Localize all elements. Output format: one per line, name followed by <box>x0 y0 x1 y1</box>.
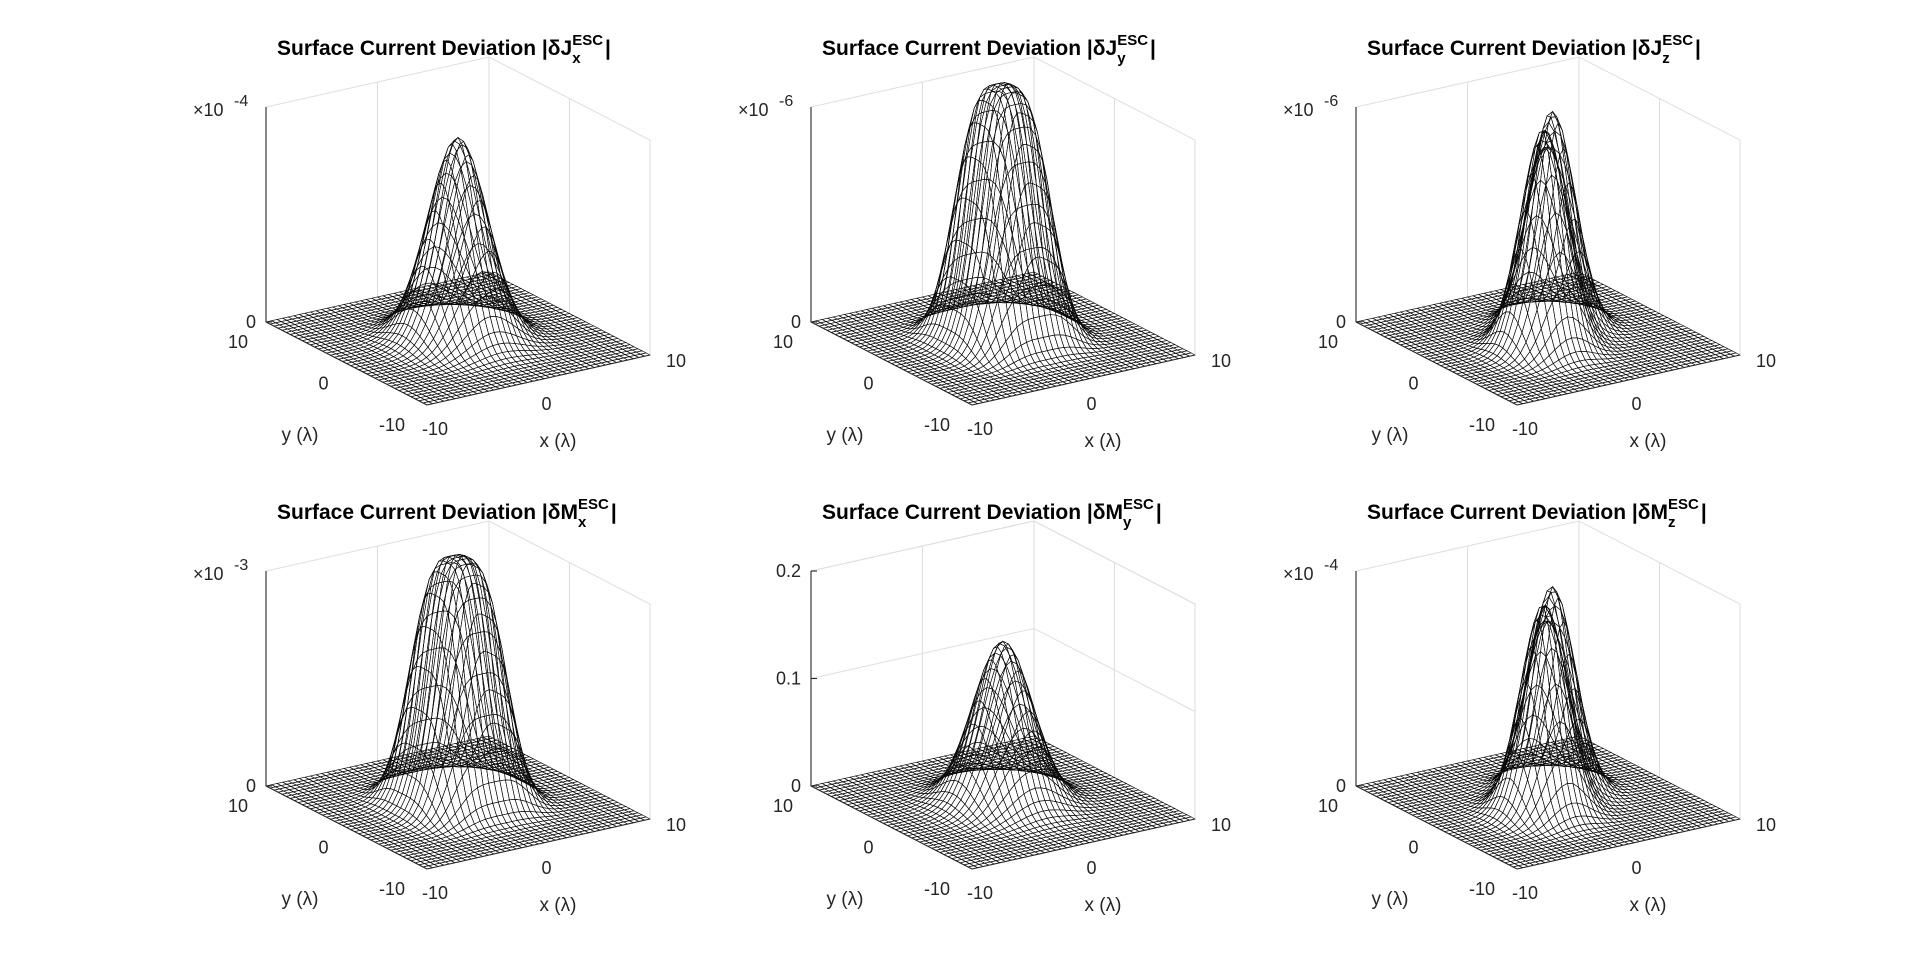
z-tick-label: 0 <box>1336 312 1346 332</box>
title-superscript: ESC <box>1117 32 1148 49</box>
y-axis-label: y (λ) <box>827 425 864 446</box>
surface <box>265 136 651 406</box>
title-suffix: | <box>1695 37 1701 60</box>
x-axis-label: x (λ) <box>540 431 577 452</box>
y-tick-label: 10 <box>1318 332 1338 352</box>
z-exponent-label: ×10 <box>738 100 769 120</box>
title-suffix: | <box>1150 37 1156 60</box>
y-tick-label: 0 <box>1408 374 1418 394</box>
x-axis-label: x (λ) <box>1085 431 1122 452</box>
x-tick-label: 10 <box>1211 351 1231 371</box>
z-exponent-power: -4 <box>234 93 248 110</box>
surface <box>1355 110 1741 406</box>
x-tick-label: 0 <box>541 394 551 414</box>
title-subscript: x <box>572 50 581 67</box>
title-prefix: Surface Current Deviation |δ <box>822 37 1106 60</box>
y-tick-label: 0 <box>318 374 328 394</box>
z-exponent-label: ×10 <box>193 100 224 120</box>
x-tick-label: 0 <box>1086 394 1096 414</box>
title-subscript: y <box>1117 50 1126 67</box>
z-exponent-label: ×10 <box>1283 100 1314 120</box>
y-tick-label: -10 <box>924 415 950 435</box>
x-tick-label: 10 <box>1756 351 1776 371</box>
x-axis-line <box>971 354 1196 406</box>
x-axis-line <box>426 354 651 406</box>
x-tick-label: -10 <box>967 419 993 439</box>
z-exponent-power: -6 <box>779 93 793 110</box>
y-axis-line <box>810 321 973 406</box>
y-axis-label: y (λ) <box>282 425 319 446</box>
x-tick-label: 10 <box>666 351 686 371</box>
y-tick-label: 10 <box>773 332 793 352</box>
x-tick-label: -10 <box>1512 419 1538 439</box>
y-axis-label: y (λ) <box>1372 425 1409 446</box>
x-tick-label: -10 <box>422 419 448 439</box>
z-tick-label: 0 <box>246 312 256 332</box>
z-tick-label: 0 <box>791 312 801 332</box>
title-superscript: ESC <box>1662 32 1693 49</box>
y-tick-label: 10 <box>228 332 248 352</box>
y-axis-line <box>265 321 428 406</box>
title-prefix: Surface Current Deviation |δ <box>277 37 561 60</box>
title-variable: J <box>1651 37 1663 60</box>
title-prefix: Surface Current Deviation |δ <box>1367 37 1651 60</box>
y-tick-label: -10 <box>1469 415 1495 435</box>
y-tick-label: -10 <box>379 415 405 435</box>
title-variable: J <box>561 37 573 60</box>
y-tick-label: 0 <box>863 374 873 394</box>
title-superscript: ESC <box>572 32 603 49</box>
x-tick-label: 0 <box>1631 394 1641 414</box>
z-exponent-power: -6 <box>1324 93 1338 110</box>
title-suffix: | <box>605 37 611 60</box>
x-axis-label: x (λ) <box>1630 431 1667 452</box>
title-variable: J <box>1106 37 1118 60</box>
title-subscript: z <box>1662 50 1670 67</box>
